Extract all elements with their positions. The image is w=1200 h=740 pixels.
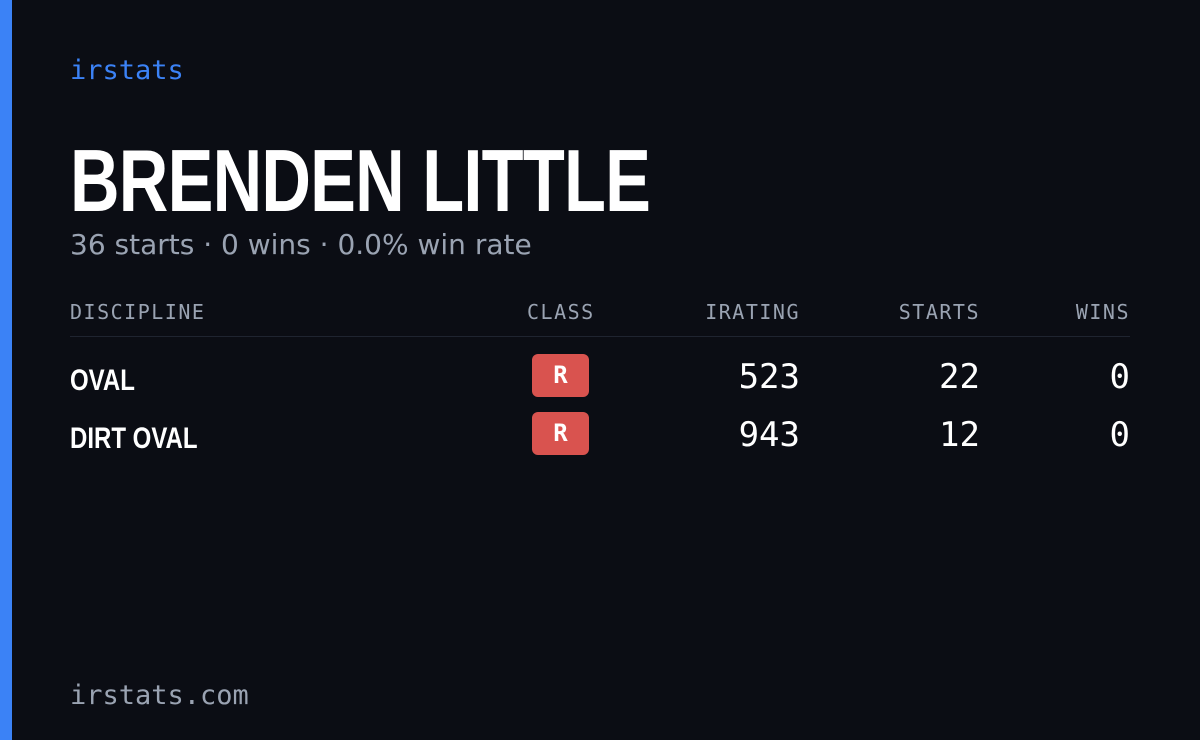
footer-site: irstats.com bbox=[70, 680, 249, 711]
discipline: OVAL bbox=[70, 364, 135, 397]
starts: 12 bbox=[939, 415, 980, 455]
wins: 0 bbox=[1109, 357, 1130, 397]
irating: 523 bbox=[738, 357, 800, 397]
header-rule bbox=[70, 336, 1130, 337]
discipline: DIRT OVAL bbox=[70, 422, 198, 455]
brand: irstats bbox=[70, 55, 184, 86]
driver-name: BRENDEN LITTLE bbox=[70, 131, 651, 230]
class-badge: R bbox=[532, 412, 589, 455]
summary: 36 starts · 0 wins · 0.0% win rate bbox=[70, 228, 532, 261]
starts: 22 bbox=[939, 357, 980, 397]
irating: 943 bbox=[738, 415, 800, 455]
column-header: STARTS bbox=[898, 300, 980, 324]
class-badge: R bbox=[532, 354, 589, 397]
wins: 0 bbox=[1109, 415, 1130, 455]
column-header: WINS bbox=[1075, 300, 1130, 324]
column-header: IRATING bbox=[705, 300, 800, 324]
accent-bar bbox=[0, 0, 12, 740]
column-header: CLASS bbox=[527, 300, 595, 324]
column-header: DISCIPLINE bbox=[70, 300, 206, 324]
